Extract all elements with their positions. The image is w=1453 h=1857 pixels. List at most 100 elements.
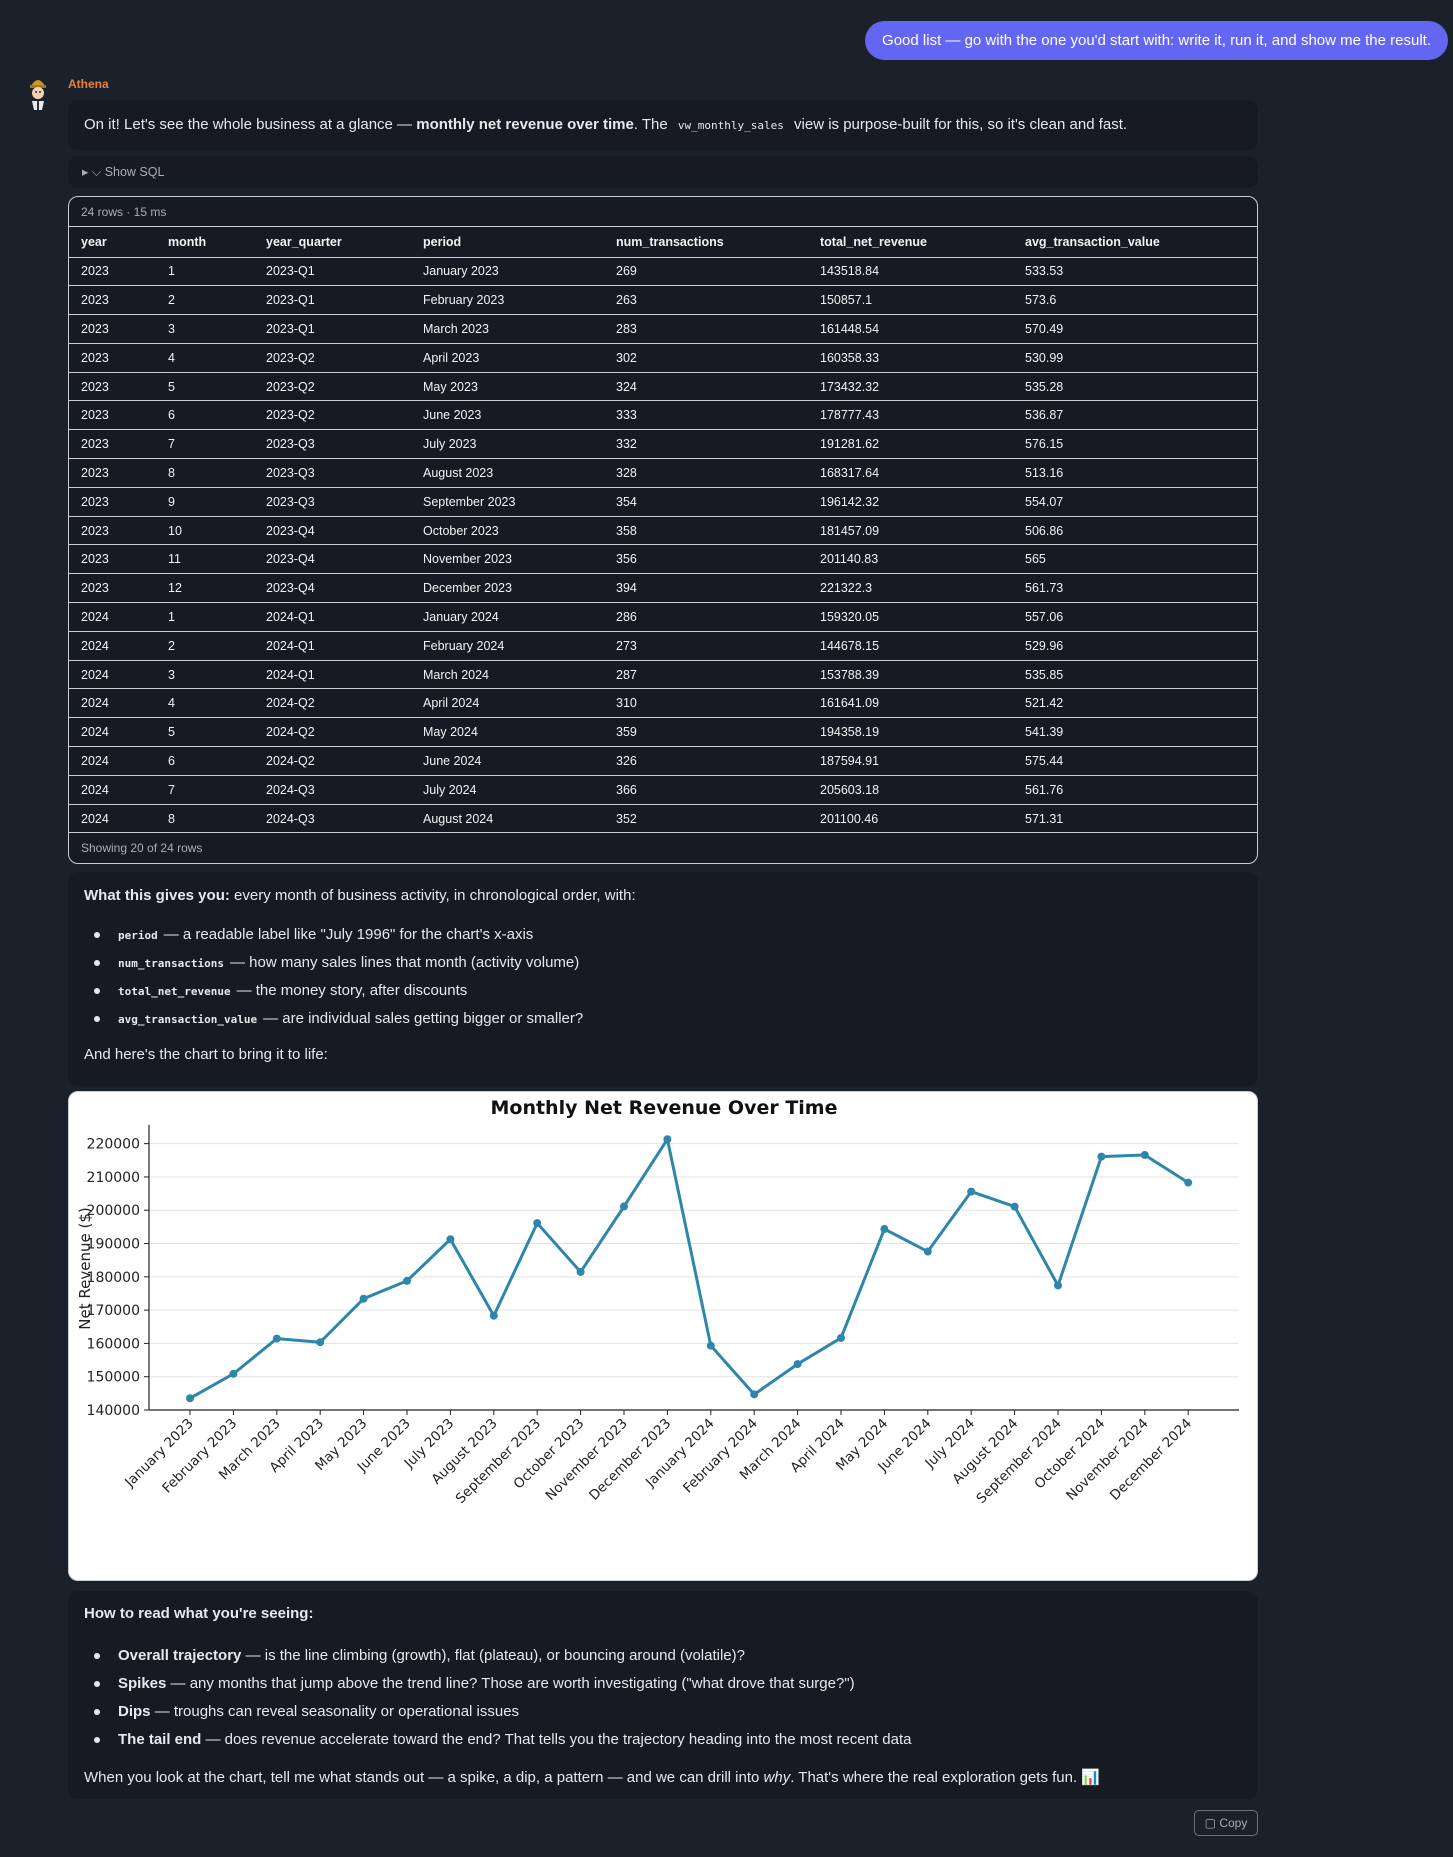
table-row: 2024 4 2024-Q2 April 2024 310 161641.09 521.42	[69, 688, 1257, 719]
table-cell: 535.28	[1013, 372, 1257, 402]
table-row: 2024 3 2024-Q1 March 2024 287 153788.39 535.85	[69, 660, 1257, 690]
table-cell: 2023-Q3	[254, 429, 411, 460]
table-cell: 536.87	[1013, 400, 1257, 431]
table-cell: 2024	[69, 775, 156, 805]
table-cell: 328	[604, 458, 808, 488]
table-cell: 332	[604, 429, 808, 460]
table-cell: 366	[604, 775, 808, 805]
y-tick-label: 190000	[87, 1237, 140, 1253]
user-message-bubble: Good list — go with the one you'd start …	[865, 21, 1448, 60]
result-meta: 24 rows · 15 ms	[69, 197, 1257, 227]
list-item: Dips — troughs can reveal seasonality or…	[94, 1698, 1242, 1726]
copy-button[interactable]: ▢ Copy	[1194, 1810, 1258, 1836]
list-item: period — a readable label like "July 1996…	[94, 921, 1242, 949]
table-row: 2023 5 2023-Q2 May 2023 324 173432.32 535.28	[69, 372, 1257, 402]
y-tick-label: 220000	[87, 1137, 140, 1153]
table-cell: 359	[604, 717, 808, 748]
table-cell: 2023-Q2	[254, 400, 411, 431]
data-point	[1097, 1152, 1106, 1161]
column-name-code: total_net_revenue	[118, 985, 231, 998]
table-row: 2023 11 2023-Q4 November 2023 356 201140.83 56…	[69, 544, 1257, 575]
table-cell: 565	[1013, 544, 1257, 575]
table-row: 2023 6 2023-Q2 June 2023 333 178777.43 536.87	[69, 400, 1257, 431]
table-cell: 221322.3	[808, 573, 1013, 604]
table-cell: 358	[604, 516, 808, 546]
revenue-series-line	[189, 1137, 1190, 1400]
table-cell: 161448.54	[808, 314, 1013, 344]
data-point	[1184, 1178, 1193, 1187]
table-cell: 5	[156, 717, 254, 748]
table-cell: January 2023	[411, 257, 604, 287]
table-row: 2024 6 2024-Q2 June 2024 326 187594.91 575.44	[69, 746, 1257, 776]
table-cell: 2023	[69, 257, 156, 287]
table-cell: April 2024	[411, 688, 604, 719]
table-cell: June 2024	[411, 746, 604, 776]
table-cell: 194358.19	[808, 717, 1013, 748]
table-cell: 310	[604, 688, 808, 719]
table-body: 2023 1 2023-Q1 January 2023 269 143518.84 533.…	[69, 257, 1257, 834]
list-item: Overall trajectory — is the line climbin…	[94, 1642, 1242, 1670]
table-cell: 3	[156, 314, 254, 344]
data-point	[359, 1294, 368, 1303]
table-cell: November 2023	[411, 544, 604, 575]
table-cell: 153788.39	[808, 660, 1013, 690]
table-cell: 196142.32	[808, 487, 1013, 517]
table-row: 2024 5 2024-Q2 May 2024 359 194358.19 541.39	[69, 717, 1257, 748]
x-tick-label: February 2024	[680, 1416, 761, 1497]
data-point	[1140, 1150, 1149, 1159]
table-cell: April 2023	[411, 343, 604, 373]
table-cell: 2024	[69, 631, 156, 661]
table-row: 2023 9 2023-Q3 September 2023 354 196142.32 55…	[69, 487, 1257, 517]
show-sql-toggle[interactable]: ▸ ⌵ Show SQL	[68, 156, 1258, 188]
table-cell: 2024	[69, 746, 156, 776]
table-cell: 529.96	[1013, 631, 1257, 661]
table-cell: 201140.83	[808, 544, 1013, 575]
table-cell: February 2023	[411, 285, 604, 316]
table-cell: 12	[156, 573, 254, 604]
data-point	[620, 1202, 628, 1211]
table-cell: 557.06	[1013, 602, 1257, 632]
table-cell: March 2023	[411, 314, 604, 344]
table-cell: January 2024	[411, 602, 604, 632]
table-cell: May 2024	[411, 717, 604, 748]
table-cell: 2024	[69, 688, 156, 719]
table-cell: 2024-Q1	[254, 660, 411, 690]
table-cell: 263	[604, 285, 808, 316]
table-cell: 2	[156, 285, 254, 316]
data-point	[837, 1333, 845, 1342]
table-cell: 2023	[69, 573, 156, 604]
data-point	[576, 1267, 585, 1276]
query-result-table: 24 rows · 15 ms year month year_quarter per…	[68, 196, 1258, 864]
revenue-line-chart: Monthly Net Revenue Over Time 140000 15000…	[76, 1097, 1239, 1507]
table-cell: 2023-Q1	[254, 257, 411, 287]
table-cell: 2023	[69, 429, 156, 460]
table-cell: 159320.05	[808, 602, 1013, 632]
assistant-name: Athena	[68, 77, 109, 91]
table-cell: 561.73	[1013, 573, 1257, 604]
explanation-message: What this gives you: every month of busi…	[68, 872, 1258, 1086]
table-cell: 535.85	[1013, 660, 1257, 690]
assistant-intro-message: On it! Let's see the whole business at a…	[68, 100, 1258, 150]
table-cell: August 2023	[411, 458, 604, 488]
table-cell: 356	[604, 544, 808, 575]
y-tick-label: 150000	[87, 1370, 140, 1386]
column-header-num-transactions: num_transactions	[604, 227, 808, 258]
table-cell: 2024-Q1	[254, 602, 411, 632]
table-cell: 269	[604, 257, 808, 287]
table-cell: June 2023	[411, 400, 604, 431]
table-cell: 2023-Q3	[254, 458, 411, 488]
column-header-year-quarter: year_quarter	[254, 227, 411, 258]
table-cell: August 2024	[411, 804, 604, 834]
table-cell: 144678.15	[808, 631, 1013, 661]
revenue-chart: Monthly Net Revenue Over Time 140000 15000…	[68, 1091, 1258, 1581]
table-cell: February 2024	[411, 631, 604, 661]
table-cell: 273	[604, 631, 808, 661]
table-cell: July 2024	[411, 775, 604, 805]
data-point	[489, 1311, 498, 1320]
table-cell: 394	[604, 573, 808, 604]
table-cell: 10	[156, 516, 254, 546]
table-cell: 2023-Q4	[254, 516, 411, 546]
data-point	[1010, 1202, 1019, 1211]
table-cell: 2024	[69, 717, 156, 748]
table-cell: 2024-Q2	[254, 688, 411, 719]
